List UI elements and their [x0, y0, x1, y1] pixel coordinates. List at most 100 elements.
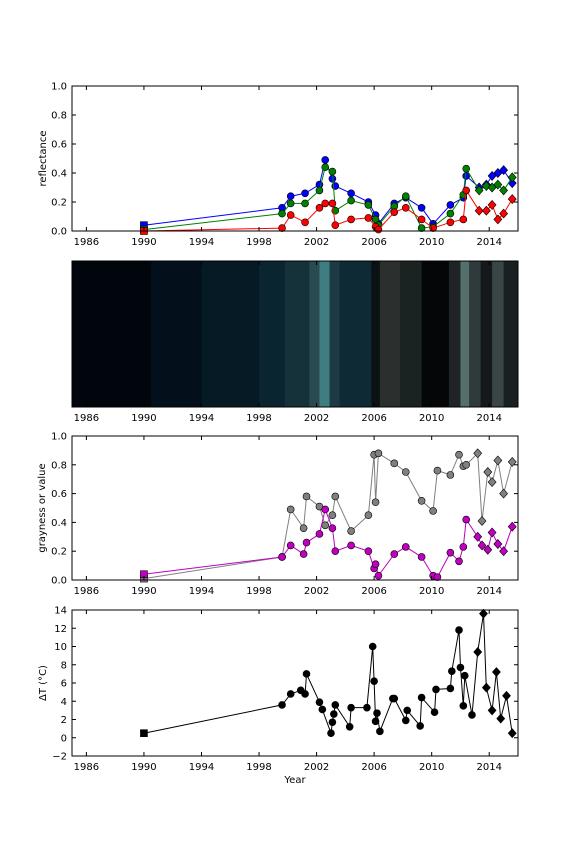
- data-point: [328, 718, 337, 727]
- data-point: [321, 156, 330, 164]
- data-point: [315, 186, 324, 195]
- x-tick-label: 1994: [189, 237, 214, 248]
- y-tick-label: 0.8: [51, 111, 67, 122]
- data-point: [417, 204, 426, 212]
- data-point: [373, 709, 381, 717]
- data-point: [371, 560, 380, 568]
- data-point: [315, 204, 324, 212]
- data-point: [446, 684, 455, 693]
- data-point-diamond: [496, 713, 506, 724]
- y-tick-label: 0.6: [51, 489, 67, 500]
- x-tick-label: 2002: [304, 237, 329, 248]
- color-band: [284, 261, 310, 407]
- color-band: [460, 261, 470, 407]
- data-point: [460, 671, 469, 680]
- data-point-diamond: [507, 194, 517, 205]
- data-point: [462, 164, 471, 173]
- data-point: [363, 703, 371, 712]
- data-point: [347, 189, 355, 198]
- data-point-diamond: [487, 527, 497, 538]
- data-point: [403, 706, 412, 715]
- data-point-square: [140, 729, 148, 737]
- data-point: [468, 711, 476, 719]
- data-point: [347, 527, 355, 535]
- data-point: [416, 722, 424, 730]
- data-point: [448, 667, 456, 675]
- data-point: [302, 492, 311, 501]
- data-point: [286, 541, 295, 550]
- data-point: [368, 642, 377, 651]
- reflectance-panel: 1986 1990 1994 1998 2002 2006 2010 2014 0.0 0.2 0.…: [38, 82, 519, 248]
- data-point: [278, 209, 286, 218]
- color-band: [339, 261, 372, 407]
- data-point: [417, 224, 426, 232]
- y-tick-label: 0.4: [51, 169, 67, 180]
- x-tick-label: 1986: [74, 413, 99, 424]
- data-point: [374, 225, 383, 234]
- x-tick-label: 2014: [476, 413, 501, 424]
- data-point-diamond: [477, 540, 487, 551]
- data-point: [417, 215, 426, 224]
- data-point: [462, 186, 471, 195]
- y-axis-label: grayness or value: [37, 463, 48, 552]
- data-point: [331, 701, 340, 709]
- color-band: [72, 261, 152, 407]
- data-point: [331, 221, 340, 229]
- y-tick-label: 10: [54, 642, 67, 653]
- color-band: [421, 261, 450, 407]
- data-point-diamond: [473, 647, 483, 657]
- data-point-diamond: [499, 185, 509, 196]
- data-point: [446, 218, 455, 227]
- y-tick-label: −2: [52, 752, 67, 763]
- data-point: [321, 521, 330, 530]
- series-group: [140, 448, 517, 583]
- data-point-diamond: [473, 448, 483, 459]
- data-point: [301, 199, 309, 208]
- x-tick-label: 2014: [476, 237, 501, 248]
- data-point: [455, 626, 463, 634]
- x-tick-label: 1990: [131, 762, 156, 773]
- data-point: [459, 543, 468, 551]
- data-point: [345, 722, 354, 731]
- data-point: [321, 505, 330, 514]
- data-point: [459, 215, 468, 224]
- data-point: [459, 702, 468, 710]
- data-point: [455, 450, 463, 459]
- data-point: [371, 717, 380, 726]
- axes-frame: [71, 85, 519, 232]
- y-tick-label: 0.0: [51, 227, 67, 238]
- y-tick-label: 2: [61, 715, 67, 726]
- data-point-diamond: [492, 667, 501, 678]
- color-band: [448, 261, 461, 407]
- y-tick-label: 4: [61, 697, 67, 708]
- y-axis-label: ΔT (°C): [38, 665, 49, 701]
- data-point-diamond: [499, 546, 509, 557]
- data-point: [278, 701, 286, 709]
- data-point-diamond: [493, 539, 503, 549]
- data-point: [429, 507, 437, 515]
- x-tick-label: 2006: [361, 762, 386, 773]
- data-point: [417, 553, 426, 561]
- x-tick-label: 1998: [246, 237, 271, 248]
- color-band: [259, 261, 286, 407]
- data-point-diamond: [483, 544, 493, 555]
- data-point-diamond: [507, 728, 517, 739]
- y-tick-label: 0.2: [51, 198, 67, 209]
- color-band: [329, 261, 340, 407]
- y-tick-label: 1.0: [51, 432, 67, 443]
- data-point-diamond: [499, 488, 509, 499]
- data-point-diamond: [493, 179, 503, 190]
- y-tick-label: 0.0: [51, 576, 67, 587]
- data-point: [301, 218, 309, 227]
- color-band: [469, 261, 481, 407]
- x-tick-label: 1986: [74, 586, 99, 597]
- data-point: [318, 705, 327, 714]
- data-point: [331, 492, 340, 501]
- x-tick-label: 1986: [74, 237, 99, 248]
- series-group: [140, 608, 517, 739]
- x-tick-label: 2006: [361, 413, 386, 424]
- data-point: [462, 515, 471, 524]
- data-point: [286, 192, 295, 200]
- data-point: [301, 189, 309, 198]
- data-point-diamond: [483, 467, 493, 477]
